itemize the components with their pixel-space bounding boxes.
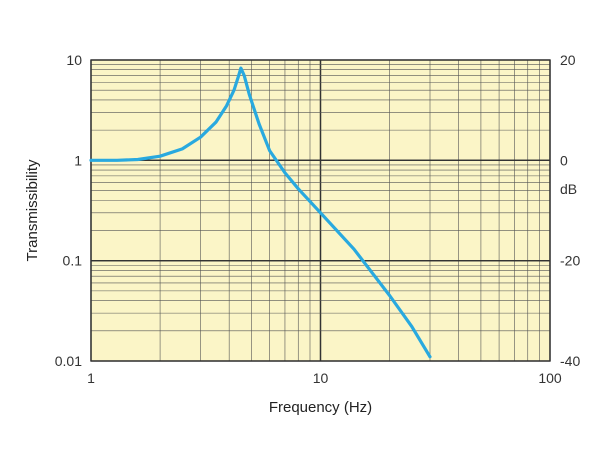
y2-tick-label: 0 (560, 152, 568, 168)
plot-border (90, 59, 551, 362)
y2-axis-unit-label: dB (560, 181, 577, 197)
x-tick-label: 100 (538, 370, 562, 386)
y-tick-label: 10 (66, 52, 82, 68)
series-layer (89, 66, 432, 359)
y-tick-label: 0.01 (55, 353, 82, 369)
y2-tick-label: -40 (560, 353, 580, 369)
y2-tick-label: 20 (560, 52, 576, 68)
y2-tick-label: -20 (560, 253, 580, 269)
y-tick-label: 0.1 (63, 253, 83, 269)
x-tick-label: 1 (87, 370, 95, 386)
y-tick-label: 1 (74, 152, 82, 168)
series-line-0 (89, 66, 432, 359)
x-tick-label: 10 (313, 370, 329, 386)
tick-labels: 1 10 100 0.01 0.1 1 10 20 0 -20 -40 (55, 52, 581, 386)
y-axis-label: Transmissibility (24, 159, 41, 261)
x-axis-label: Frequency (Hz) (269, 399, 372, 416)
